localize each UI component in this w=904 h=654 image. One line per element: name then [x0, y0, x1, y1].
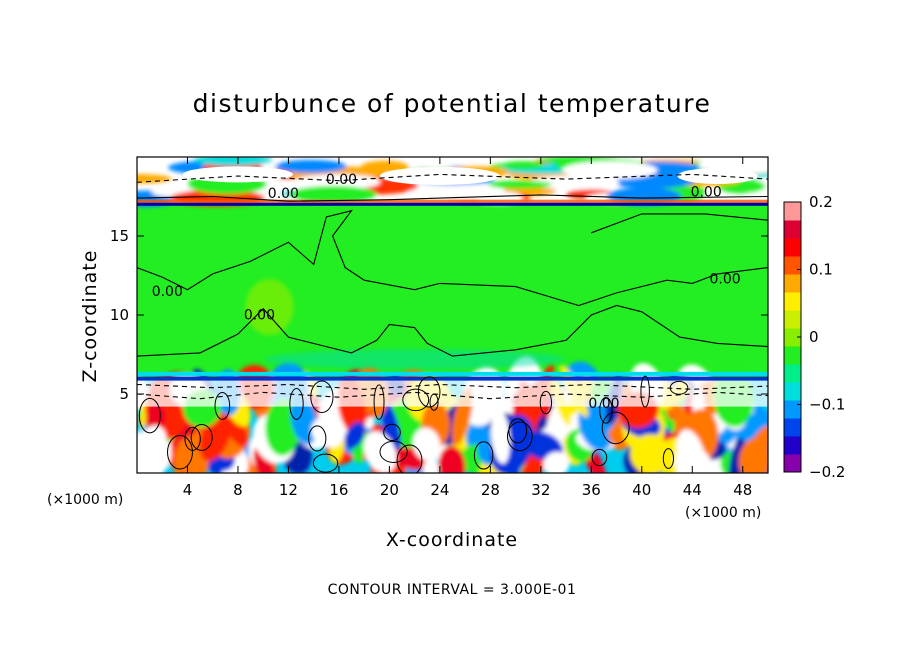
colorbar-tick-label: 0.1 — [809, 261, 833, 279]
colorbar-tick-label: 0.2 — [809, 193, 833, 211]
y-tick-label: 10 — [110, 306, 129, 324]
colorbar-swatch — [784, 346, 801, 365]
x-axis-label: X-coordinate — [386, 529, 518, 551]
y-axis-label: Z-coordinate — [79, 250, 101, 383]
x-tick-label: 28 — [481, 481, 500, 499]
x-tick-label: 12 — [279, 481, 298, 499]
plot-area — [137, 157, 768, 473]
colorbar-swatch — [784, 454, 801, 473]
colorbar-swatch — [784, 418, 801, 437]
x-tick-label: 4 — [183, 481, 193, 499]
contour-label: 0.00 — [152, 284, 183, 300]
x-tick-label: 32 — [531, 481, 550, 499]
contour-label: 0.00 — [244, 308, 275, 324]
chart-title: disturbunce of potential temperature — [193, 89, 712, 118]
colorbar-swatch — [784, 364, 801, 383]
colorbar-swatch — [784, 238, 801, 257]
colorbar-swatch — [784, 220, 801, 239]
colorbar-tick-label: −0.1 — [809, 396, 845, 414]
colorbar-tick-label: 0 — [809, 328, 819, 346]
x-tick-label: 16 — [329, 481, 348, 499]
contour-lines — [137, 173, 768, 473]
colorbar-swatch — [784, 274, 801, 293]
y-axis: 5 10 15 — [110, 227, 768, 403]
colorbar-swatch — [784, 202, 801, 221]
x-tick-label: 36 — [582, 481, 601, 499]
colorbar-swatch — [784, 436, 801, 455]
x-unit-left: (×1000 m) — [47, 492, 123, 508]
colorbar-swatch — [784, 382, 801, 401]
colorbar-swatch — [784, 310, 801, 329]
colorbar-swatch — [784, 256, 801, 275]
contour-label: 0.00 — [268, 186, 299, 202]
contour-interval-note: CONTOUR INTERVAL = 3.000E-01 — [328, 582, 577, 598]
x-unit-right: (×1000 m) — [685, 505, 761, 521]
x-axis: 4 8 12 16 20 24 28 32 36 40 44 48 — [183, 157, 752, 499]
x-tick-label: 40 — [632, 481, 651, 499]
y-tick-label: 5 — [119, 385, 129, 403]
x-tick-label: 24 — [430, 481, 449, 499]
y-tick-label: 15 — [110, 227, 129, 245]
contour-label: 0.00 — [588, 396, 619, 412]
contour-label: 0.00 — [326, 172, 357, 188]
x-tick-label: 44 — [683, 481, 702, 499]
contour-label: 0.00 — [710, 271, 741, 287]
heatmap-field — [137, 157, 768, 473]
colorbar-tick-label: −0.2 — [809, 463, 845, 481]
colorbar-swatch — [784, 328, 801, 347]
x-tick-label: 48 — [733, 481, 752, 499]
colorbar-swatch — [784, 400, 801, 419]
x-tick-label: 20 — [380, 481, 399, 499]
contour-label: 0.00 — [691, 185, 722, 201]
contour-labels: 0.00 0.00 0.00 0.00 0.00 0.00 0.00 — [152, 172, 741, 412]
x-tick-label: 8 — [233, 481, 243, 499]
colorbar: 0.2 0.1 0 −0.1 −0.2 — [783, 193, 845, 481]
colorbar-swatch — [784, 292, 801, 311]
